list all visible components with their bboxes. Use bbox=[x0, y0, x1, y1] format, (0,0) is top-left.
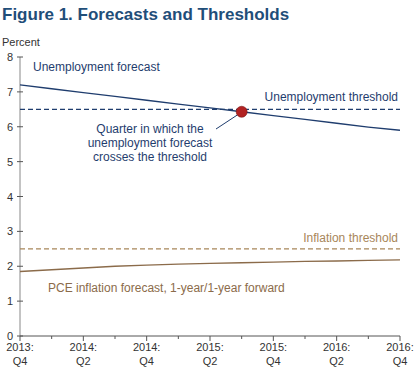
y-tick bbox=[17, 161, 23, 162]
y-tick-label: 4 bbox=[7, 191, 13, 203]
annotation-text: crosses the threshold bbox=[93, 150, 207, 164]
y-tick-label: 8 bbox=[7, 51, 13, 63]
y-tick bbox=[17, 126, 23, 127]
y-tick-label: 3 bbox=[7, 225, 13, 237]
x-tick-label: 2015:Q4 bbox=[260, 341, 288, 367]
series-label: Unemployment forecast bbox=[33, 60, 160, 74]
y-tick bbox=[17, 301, 23, 302]
x-tick-label: 2014:Q2 bbox=[70, 341, 98, 367]
y-tick bbox=[17, 266, 23, 267]
annotation-point bbox=[236, 106, 247, 117]
y-axis-label: Percent bbox=[2, 36, 40, 48]
series-label: Inflation threshold bbox=[303, 231, 398, 245]
x-tick-label: 2016:Q4 bbox=[386, 341, 414, 367]
annotation-pointer bbox=[216, 115, 238, 129]
x-tick-label: 2014:Q4 bbox=[133, 341, 161, 367]
y-tick bbox=[17, 91, 23, 92]
x-tick bbox=[51, 336, 52, 339]
annotation-text: unemployment forecast bbox=[88, 136, 213, 150]
x-tick bbox=[241, 336, 242, 339]
x-tick-label: 2013:Q4 bbox=[6, 341, 34, 367]
y-tick-label: 2 bbox=[7, 260, 13, 272]
x-tick-label: 2015:Q2 bbox=[196, 341, 224, 367]
series-line bbox=[20, 85, 400, 130]
x-tick-label: 2016:Q2 bbox=[323, 341, 351, 367]
x-tick bbox=[178, 336, 179, 339]
y-tick-label: 5 bbox=[7, 156, 13, 168]
y-tick-label: 7 bbox=[7, 86, 13, 98]
series-label: Unemployment threshold bbox=[265, 90, 398, 104]
x-tick bbox=[368, 336, 369, 339]
y-tick-label: 1 bbox=[7, 295, 13, 307]
series-line bbox=[20, 109, 400, 110]
series-label: PCE inflation forecast, 1-year/1-year fo… bbox=[48, 281, 285, 295]
y-tick bbox=[17, 57, 23, 58]
x-tick bbox=[115, 336, 116, 339]
annotation-text: Quarter in which the bbox=[96, 122, 204, 136]
x-tick bbox=[305, 336, 306, 339]
title: Figure 1. Forecasts and Thresholds bbox=[2, 5, 289, 24]
y-tick-label: 6 bbox=[7, 121, 13, 133]
y-tick bbox=[17, 196, 23, 197]
plot-area bbox=[20, 85, 400, 272]
y-tick bbox=[17, 231, 23, 232]
series-line bbox=[20, 248, 400, 249]
chart: Figure 1. Forecasts and Thresholds Percen… bbox=[0, 0, 420, 386]
series-line bbox=[20, 260, 400, 272]
